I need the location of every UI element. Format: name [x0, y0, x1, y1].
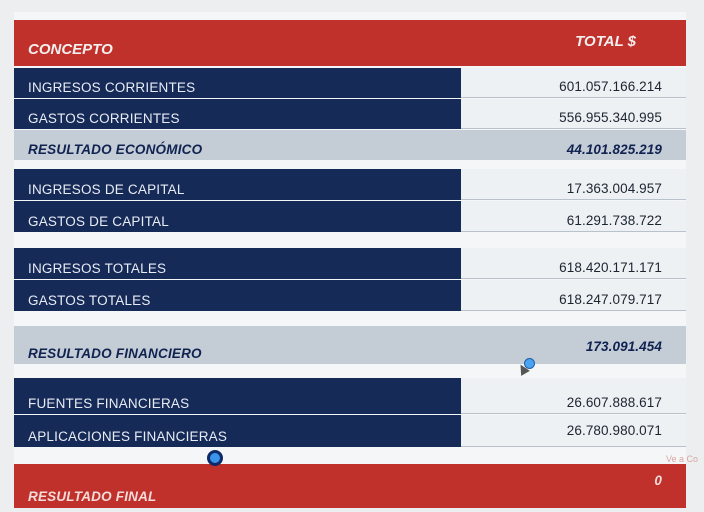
table-row: INGRESOS CORRIENTES 601.057.166.214: [14, 68, 686, 98]
row-label: GASTOS DE CAPITAL: [28, 214, 169, 229]
row-label: RESULTADO FINAL: [28, 489, 157, 504]
pointer-dot-icon: [524, 358, 535, 369]
table-row: APLICACIONES FINANCIERAS 26.780.980.071: [14, 415, 686, 447]
row-value: 618.420.171.171: [559, 260, 662, 275]
table-row-final: RESULTADO FINAL 0: [14, 464, 686, 508]
table-row: GASTOS CORRIENTES 556.955.340.995: [14, 99, 686, 129]
table-row-result: RESULTADO FINANCIERO 173.091.454: [14, 326, 686, 364]
table-row: GASTOS TOTALES 618.247.079.717: [14, 280, 686, 311]
table-header: CONCEPTO TOTAL $: [14, 20, 686, 66]
row-value: 0: [654, 473, 662, 488]
header-concept: CONCEPTO: [28, 41, 113, 58]
row-label: FUENTES FINANCIERAS: [28, 396, 190, 411]
table-row-result: RESULTADO ECONÓMICO 44.101.825.219: [14, 130, 686, 160]
row-value: 17.363.004.957: [566, 181, 662, 196]
row-value: 556.955.340.995: [559, 110, 662, 125]
row-label: APLICACIONES FINANCIERAS: [28, 429, 228, 444]
table-row: FUENTES FINANCIERAS 26.607.888.617: [14, 378, 686, 414]
record-button[interactable]: [207, 450, 223, 466]
table-row: INGRESOS DE CAPITAL 17.363.004.957: [14, 169, 686, 200]
row-label: INGRESOS DE CAPITAL: [28, 182, 185, 197]
row-value: 44.101.825.219: [566, 142, 662, 157]
row-label: RESULTADO FINANCIERO: [28, 346, 202, 361]
table-row: INGRESOS TOTALES 618.420.171.171: [14, 248, 686, 279]
row-label: GASTOS TOTALES: [28, 293, 151, 308]
row-value: 173.091.454: [585, 339, 662, 354]
row-label: GASTOS CORRIENTES: [28, 111, 180, 126]
row-value: 61.291.738.722: [566, 213, 662, 228]
row-value: 618.247.079.717: [559, 292, 662, 307]
watermark-text: Ve a Co: [665, 454, 698, 464]
row-label: INGRESOS CORRIENTES: [28, 80, 196, 95]
row-value: 26.607.888.617: [566, 395, 662, 410]
row-label: INGRESOS TOTALES: [28, 261, 167, 276]
table-row: GASTOS DE CAPITAL 61.291.738.722: [14, 201, 686, 232]
header-total: TOTAL $: [575, 33, 636, 50]
row-label: RESULTADO ECONÓMICO: [28, 142, 203, 157]
budget-table: CONCEPTO TOTAL $ INGRESOS CORRIENTES 601…: [14, 12, 686, 508]
row-value: 26.780.980.071: [566, 423, 662, 438]
row-value: 601.057.166.214: [559, 79, 662, 94]
